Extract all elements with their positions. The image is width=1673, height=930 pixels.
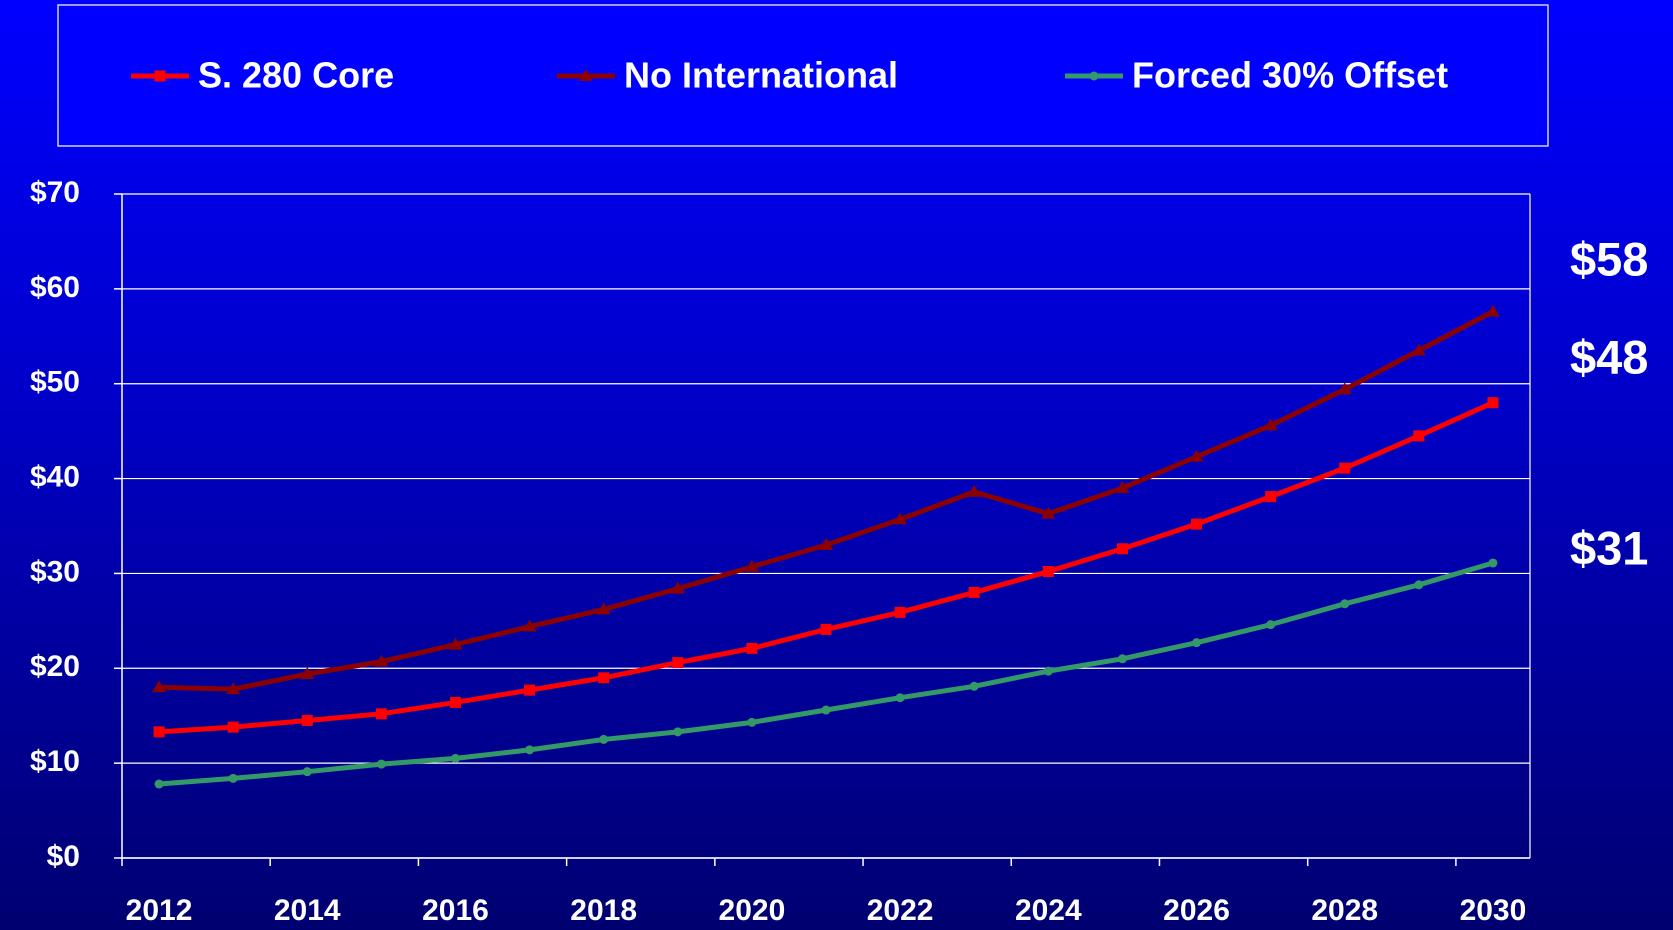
data-point (450, 753, 460, 763)
data-point (1117, 654, 1127, 664)
x-tick-label: 2016 (422, 894, 489, 927)
data-point (747, 717, 757, 727)
data-point (1041, 506, 1056, 519)
legend-marker (1089, 71, 1099, 81)
y-tick-label: $0 (47, 840, 80, 873)
data-point (449, 696, 461, 708)
x-tick-label: 2014 (274, 894, 341, 927)
data-point (1116, 543, 1128, 555)
data-point (1413, 430, 1425, 442)
data-point (598, 672, 610, 684)
x-tick-label: 2030 (1460, 894, 1527, 927)
legend-label: Forced 30% Offset (1132, 55, 1448, 96)
y-tick-label: $50 (30, 366, 80, 399)
data-point (1042, 566, 1054, 578)
annotation: $48 (1570, 330, 1648, 383)
series-line (158, 560, 1494, 787)
data-point (153, 726, 165, 738)
data-point (300, 666, 315, 679)
data-point (226, 682, 241, 695)
x-tick-label: 2018 (570, 894, 637, 927)
data-point (819, 537, 833, 550)
data-point (746, 642, 758, 654)
x-tick-label: 2026 (1163, 894, 1230, 927)
legend-marker (154, 70, 166, 82)
data-point (893, 512, 908, 525)
data-point (820, 623, 832, 635)
data-point (375, 708, 387, 720)
y-tick-label: $40 (30, 460, 80, 493)
data-point (821, 705, 831, 715)
y-tick-label: $60 (30, 271, 80, 304)
data-point (1266, 620, 1276, 630)
data-point (1043, 666, 1053, 676)
series-line (158, 400, 1494, 735)
x-tick-label: 2024 (1015, 894, 1082, 927)
data-point (596, 602, 611, 615)
data-point (301, 714, 313, 726)
data-point (228, 773, 238, 783)
data-point (448, 637, 463, 650)
data-point (1115, 481, 1130, 494)
data-point (524, 684, 536, 696)
data-point (967, 484, 982, 497)
y-tick-label: $10 (30, 745, 80, 778)
data-point (1265, 491, 1277, 503)
data-point (670, 581, 685, 594)
y-tick-label: $70 (30, 176, 80, 209)
x-tick-label: 2020 (719, 894, 786, 927)
legend-label: S. 280 Core (198, 55, 394, 96)
data-point (1189, 449, 1204, 462)
data-point (894, 606, 906, 618)
annotation: $58 (1570, 232, 1648, 285)
x-tick-label: 2022 (867, 894, 934, 927)
y-tick-label: $20 (30, 650, 80, 683)
legend-marker (579, 69, 593, 81)
legend-label: No International (624, 55, 898, 96)
data-point (522, 619, 537, 632)
data-point (227, 721, 239, 733)
data-point (1411, 343, 1426, 356)
data-point (302, 767, 312, 777)
data-point (673, 727, 683, 737)
data-point (1487, 397, 1499, 409)
data-point (1340, 599, 1350, 609)
data-point (1192, 638, 1202, 648)
legend-box (57, 4, 1549, 147)
data-point (672, 657, 684, 669)
data-point (1414, 580, 1424, 590)
annotation: $31 (1570, 521, 1648, 574)
x-tick-label: 2012 (126, 894, 193, 927)
data-point (599, 734, 609, 744)
data-point (744, 559, 759, 572)
data-point (1191, 518, 1203, 530)
data-point (154, 779, 164, 789)
data-point (525, 745, 535, 755)
data-point (895, 693, 905, 703)
data-point (969, 681, 979, 691)
y-tick-label: $30 (30, 555, 80, 588)
data-point (376, 759, 386, 769)
data-point (1485, 304, 1500, 317)
x-tick-label: 2028 (1311, 894, 1378, 927)
data-point (152, 680, 167, 693)
data-point (1488, 558, 1498, 568)
data-point (968, 586, 980, 598)
data-point (1337, 382, 1352, 395)
data-point (1339, 462, 1351, 474)
data-point (374, 654, 389, 667)
data-point (1263, 418, 1278, 431)
